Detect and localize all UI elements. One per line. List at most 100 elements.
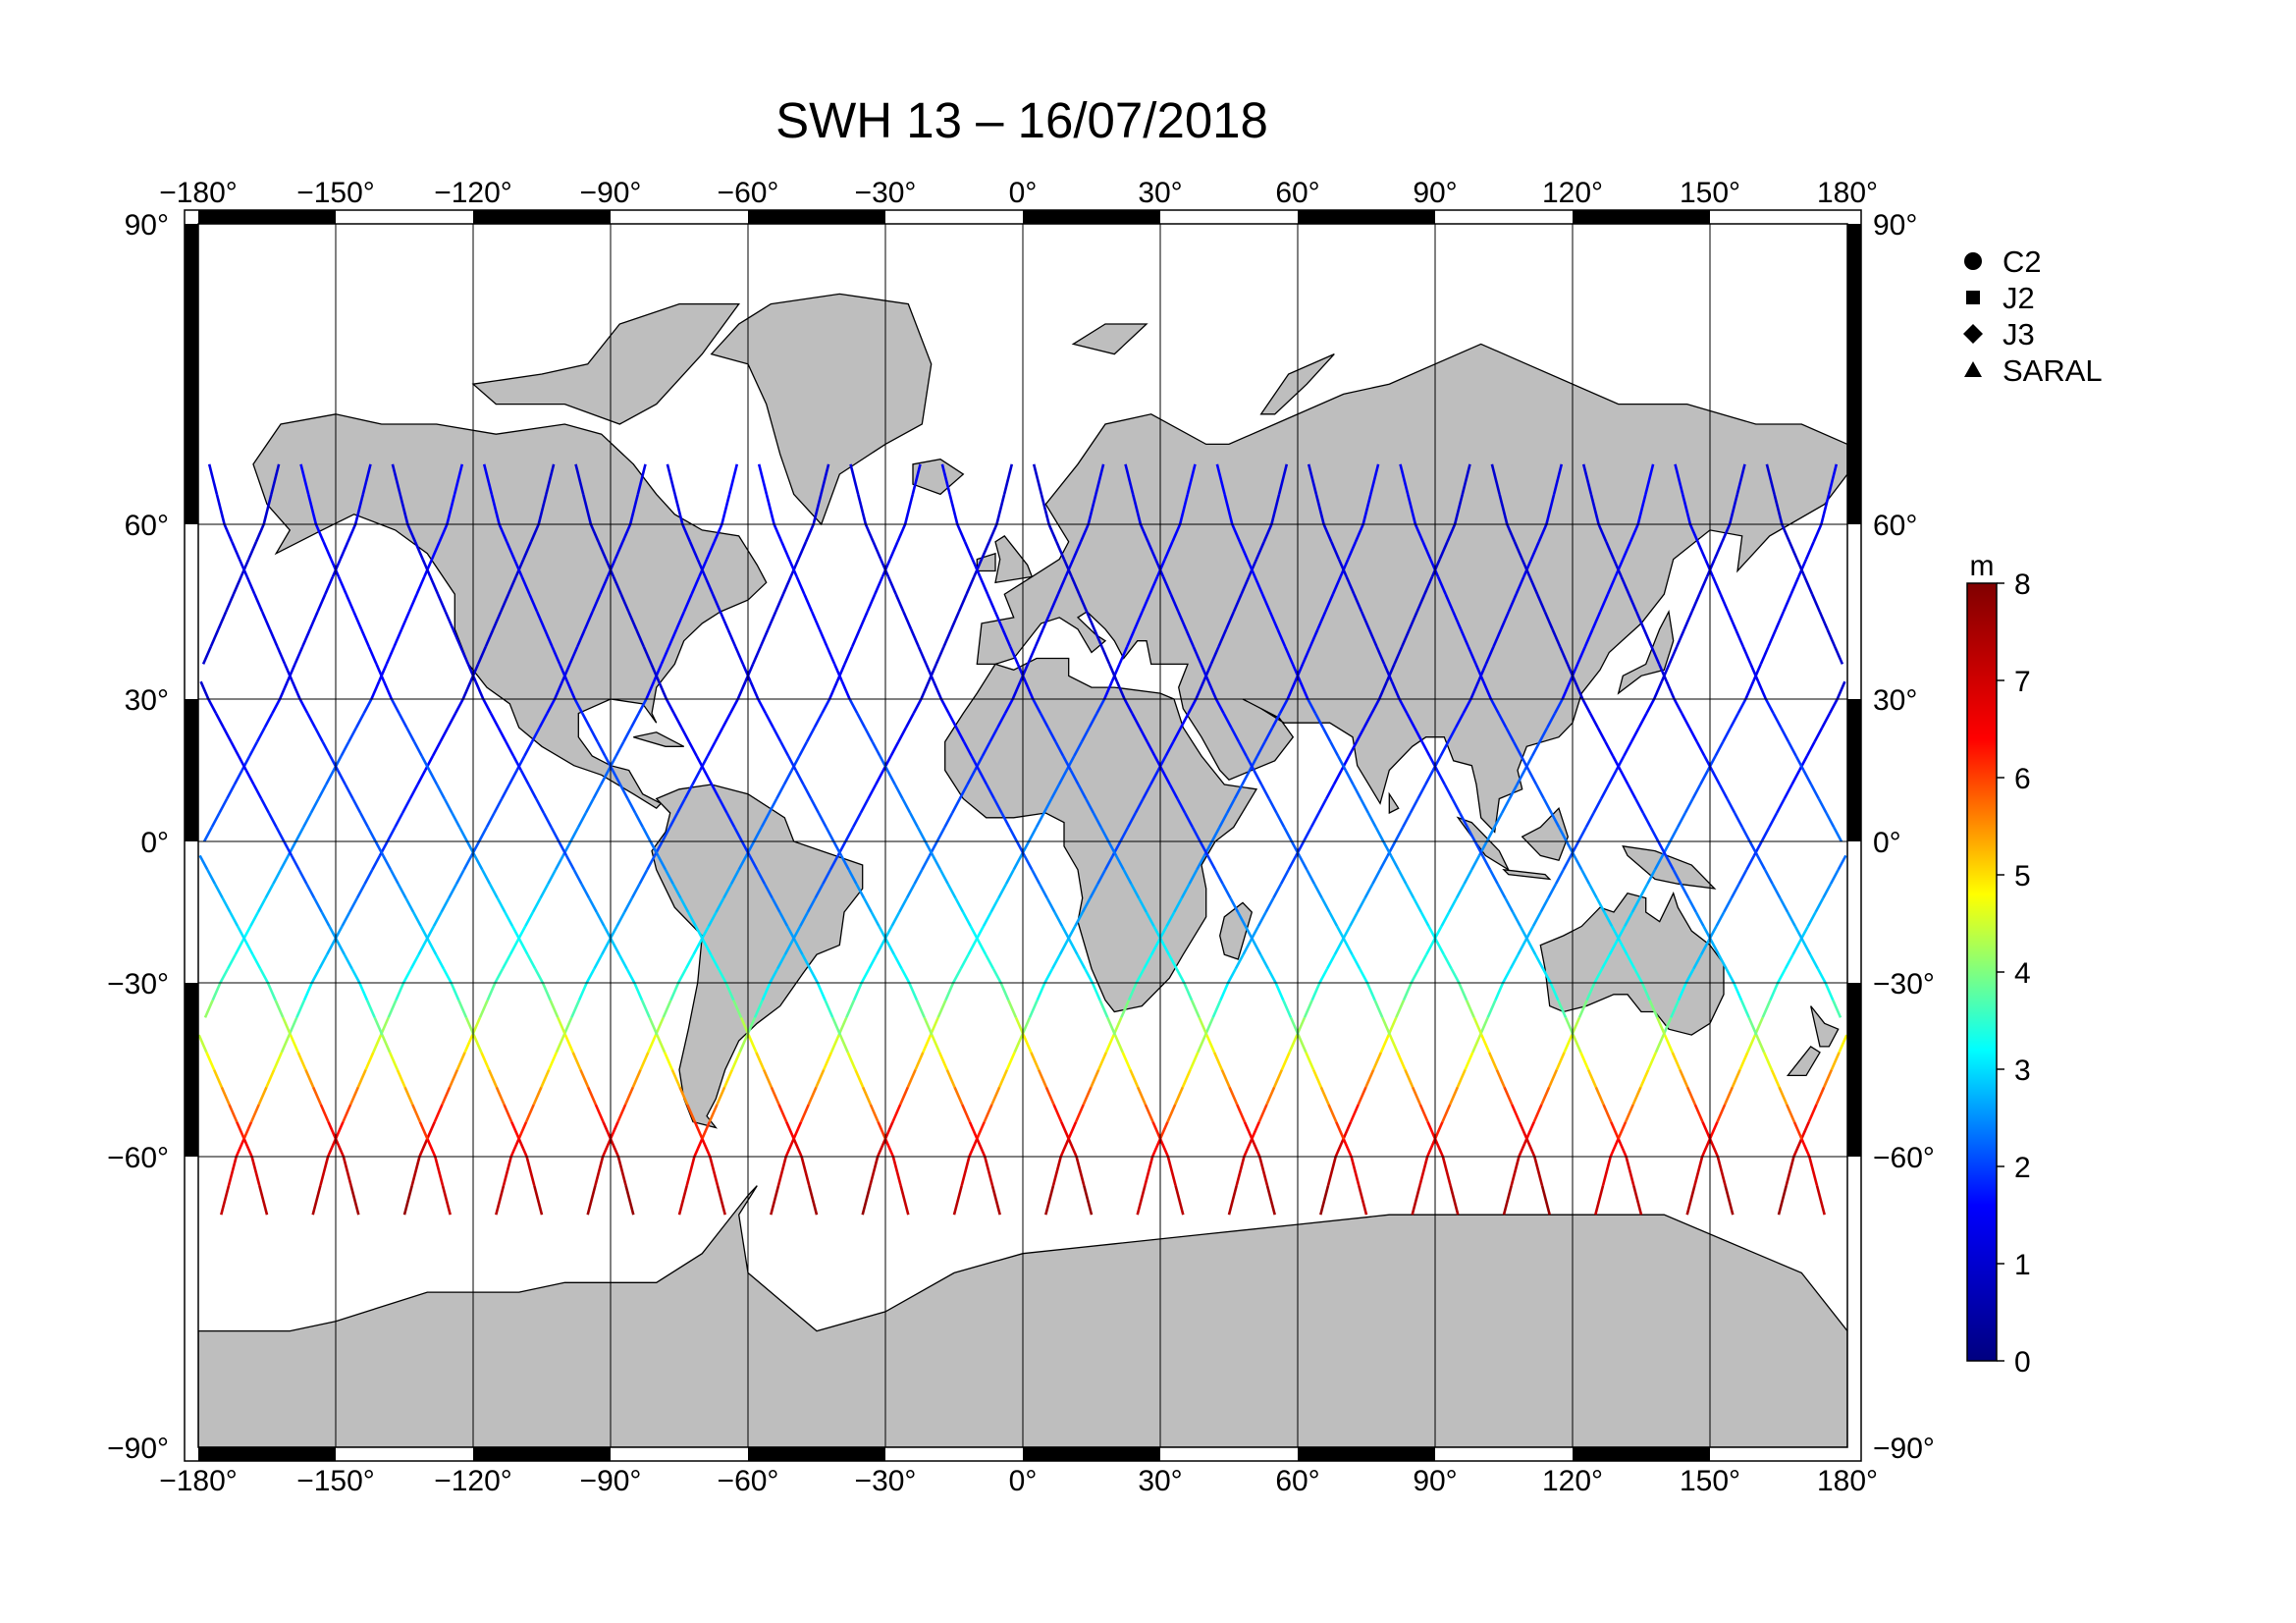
lon-tick-label: 90° bbox=[1413, 177, 1457, 209]
track-segment bbox=[539, 883, 550, 899]
track-segment bbox=[1601, 1156, 1612, 1186]
lon-tick-label: 30° bbox=[1138, 1465, 1182, 1497]
frame-segment-bottom bbox=[198, 1447, 336, 1461]
track-segment bbox=[1091, 982, 1101, 1001]
track-segment bbox=[808, 1185, 819, 1216]
track-segment bbox=[1173, 896, 1184, 913]
lon-tick-label: −120° bbox=[434, 177, 512, 209]
track-segment bbox=[219, 967, 230, 984]
track-segment bbox=[709, 1156, 720, 1186]
satellite-track bbox=[861, 463, 1197, 1216]
track-segment bbox=[1417, 953, 1428, 970]
track-segment bbox=[1782, 593, 1792, 613]
chart-title: SWH 13 – 16/07/2018 bbox=[775, 92, 1268, 148]
track-segment bbox=[1287, 854, 1298, 871]
track-segment bbox=[511, 755, 522, 772]
track-segment bbox=[398, 712, 408, 729]
track-segment bbox=[1541, 967, 1552, 984]
track-segment bbox=[1342, 1138, 1353, 1158]
track-segment bbox=[634, 812, 645, 829]
track-segment bbox=[1277, 463, 1289, 495]
track-segment bbox=[1324, 593, 1335, 613]
lat-tick-label: 30° bbox=[1873, 684, 1917, 717]
track-segment bbox=[393, 628, 403, 648]
track-segment bbox=[904, 712, 915, 729]
track-segment bbox=[540, 1068, 551, 1088]
track-segment bbox=[1558, 826, 1569, 842]
track-segment bbox=[1209, 646, 1220, 665]
track-segment bbox=[1073, 740, 1084, 757]
track-segment bbox=[1385, 663, 1396, 682]
track-segment bbox=[854, 1068, 865, 1088]
track-segment bbox=[599, 575, 610, 595]
track-segment bbox=[1104, 1034, 1115, 1054]
track-segment bbox=[1669, 826, 1680, 842]
track-segment bbox=[748, 854, 759, 871]
track-segment bbox=[774, 593, 785, 613]
track-segment bbox=[568, 646, 579, 665]
track-segment bbox=[937, 1052, 948, 1071]
colorbar-gradient bbox=[1966, 582, 1998, 1362]
track-segment bbox=[361, 463, 372, 495]
track-segment bbox=[1212, 1052, 1223, 1071]
track-segment bbox=[571, 1052, 582, 1071]
track-segment bbox=[1023, 854, 1034, 871]
track-segment bbox=[1381, 1016, 1392, 1036]
track-segment bbox=[785, 925, 796, 942]
track-segment bbox=[273, 1052, 284, 1071]
track-segment bbox=[927, 663, 937, 682]
track-segment bbox=[1206, 854, 1217, 871]
track-segment bbox=[1695, 740, 1706, 757]
track-segment bbox=[1136, 1086, 1147, 1106]
track-segment bbox=[1044, 1086, 1055, 1106]
track-segment bbox=[909, 628, 920, 648]
lon-tick-label: 0° bbox=[1009, 1465, 1038, 1497]
track-segment bbox=[1435, 940, 1446, 955]
track-segment bbox=[1199, 840, 1209, 857]
track-segment bbox=[1072, 541, 1083, 561]
track-segment bbox=[606, 559, 616, 577]
track-segment bbox=[1504, 896, 1515, 913]
track-segment bbox=[990, 1086, 1001, 1106]
track-segment bbox=[482, 463, 494, 495]
track-segment bbox=[367, 646, 378, 665]
track-segment bbox=[547, 869, 558, 885]
track-segment bbox=[429, 575, 440, 595]
track-segment bbox=[815, 1068, 826, 1088]
track-segment bbox=[783, 940, 794, 955]
track-segment bbox=[623, 896, 634, 913]
track-segment bbox=[657, 854, 667, 871]
lon-tick-label: −90° bbox=[580, 1465, 642, 1497]
track-segment bbox=[1178, 494, 1190, 525]
track-segment bbox=[1026, 646, 1037, 665]
track-segment bbox=[1280, 1052, 1291, 1071]
track-segment bbox=[326, 1138, 337, 1158]
track-segment bbox=[1625, 1156, 1635, 1186]
track-segment bbox=[1500, 611, 1511, 630]
track-segment bbox=[1472, 1016, 1483, 1036]
track-segment bbox=[1411, 1185, 1421, 1216]
track-segment bbox=[820, 463, 830, 495]
track-segment bbox=[1142, 784, 1152, 800]
track-segment bbox=[256, 896, 267, 913]
track-segment bbox=[235, 1138, 245, 1158]
track-segment bbox=[1580, 869, 1591, 885]
track-segment bbox=[952, 1185, 963, 1216]
track-segment bbox=[889, 740, 900, 757]
track-segment bbox=[1370, 698, 1381, 715]
track-segment bbox=[1151, 1121, 1162, 1140]
track-segment bbox=[1339, 559, 1350, 577]
track-segment bbox=[1446, 523, 1457, 543]
track-segment bbox=[800, 1156, 811, 1186]
track-segment bbox=[365, 1000, 376, 1018]
track-segment bbox=[1817, 797, 1828, 814]
track-segment bbox=[818, 628, 828, 648]
track-segment bbox=[265, 1068, 276, 1088]
track-segment bbox=[861, 1086, 872, 1106]
track-segment bbox=[1813, 727, 1824, 743]
track-segment bbox=[978, 769, 988, 785]
track-segment bbox=[1426, 1121, 1437, 1140]
track-segment bbox=[838, 1034, 849, 1054]
track-segment bbox=[1764, 698, 1775, 715]
track-segment bbox=[802, 784, 813, 800]
